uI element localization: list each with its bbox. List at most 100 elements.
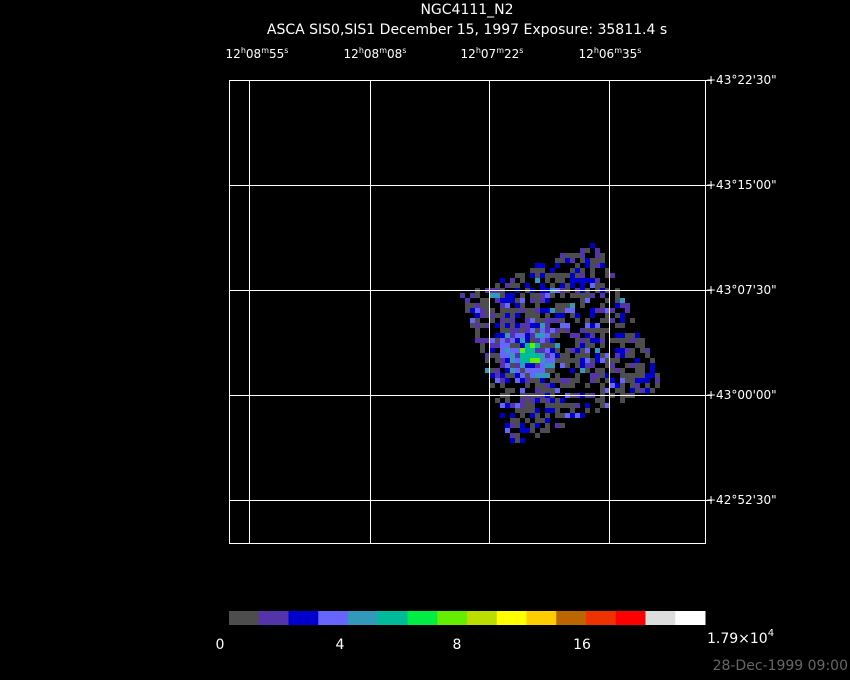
pixel <box>535 303 540 308</box>
pixel <box>595 353 600 358</box>
pixel <box>545 403 550 408</box>
pixel <box>490 343 495 348</box>
colorbar-segment <box>615 611 646 625</box>
pixel <box>525 428 530 433</box>
pixel <box>490 338 495 343</box>
pixel <box>505 428 510 433</box>
pixel <box>535 313 540 318</box>
pixel <box>510 413 515 418</box>
pixel <box>545 333 550 338</box>
pixel <box>495 378 500 383</box>
pixel <box>635 388 640 393</box>
pixel <box>525 318 530 323</box>
pixel <box>655 373 660 378</box>
pixel <box>540 263 545 268</box>
pixel <box>530 328 535 333</box>
pixel <box>490 313 495 318</box>
pixel <box>585 383 590 388</box>
pixel <box>520 408 525 413</box>
pixel <box>545 413 550 418</box>
pixel <box>535 338 540 343</box>
pixel <box>565 378 570 383</box>
pixel <box>490 308 495 313</box>
ra-unit: h <box>594 46 599 55</box>
pixel <box>555 358 560 363</box>
pixel <box>600 318 605 323</box>
pixel <box>540 388 545 393</box>
pixel <box>530 323 535 328</box>
pixel <box>505 353 510 358</box>
pixel <box>485 358 490 363</box>
pixel <box>545 383 550 388</box>
pixel <box>485 298 490 303</box>
pixel <box>530 338 535 343</box>
pixel <box>530 293 535 298</box>
pixel <box>550 338 555 343</box>
pixel <box>560 383 565 388</box>
pixel <box>520 373 525 378</box>
pixel <box>560 313 565 318</box>
pixel <box>590 358 595 363</box>
pixel <box>550 268 555 273</box>
pixel <box>595 278 600 283</box>
pixel <box>575 353 580 358</box>
pixel <box>560 253 565 258</box>
pixel <box>510 343 515 348</box>
pixel <box>465 308 470 313</box>
pixel <box>520 348 525 353</box>
pixel <box>515 338 520 343</box>
pixel <box>600 303 605 308</box>
pixel <box>470 293 475 298</box>
colorbar <box>229 611 706 625</box>
pixel <box>525 323 530 328</box>
pixel <box>540 328 545 333</box>
pixel <box>505 333 510 338</box>
pixel <box>500 378 505 383</box>
ra-number: 12 <box>226 47 241 61</box>
pixel <box>635 373 640 378</box>
pixel <box>550 343 555 348</box>
pixel <box>530 353 535 358</box>
pixel <box>475 313 480 318</box>
ra-unit: s <box>637 46 641 55</box>
pixel <box>615 368 620 373</box>
pixel <box>570 383 575 388</box>
pixel <box>545 358 550 363</box>
pixel <box>580 298 585 303</box>
pixel <box>535 268 540 273</box>
pixel <box>625 353 630 358</box>
pixel <box>525 313 530 318</box>
pixel <box>470 318 475 323</box>
pixel <box>560 423 565 428</box>
pixel <box>495 293 500 298</box>
pixel <box>620 333 625 338</box>
colorbar-segment <box>437 611 468 625</box>
pixel <box>605 268 610 273</box>
pixel <box>555 413 560 418</box>
pixel <box>615 323 620 328</box>
pixel <box>505 373 510 378</box>
pixel <box>495 333 500 338</box>
pixel <box>650 363 655 368</box>
pixel <box>520 278 525 283</box>
pixel <box>575 343 580 348</box>
pixel <box>555 303 560 308</box>
pixel <box>530 268 535 273</box>
pixel <box>535 353 540 358</box>
pixel <box>630 333 635 338</box>
pixel <box>570 253 575 258</box>
pixel <box>490 368 495 373</box>
pixel <box>560 363 565 368</box>
pixel <box>550 353 555 358</box>
pixel <box>515 378 520 383</box>
pixel <box>580 328 585 333</box>
dec-label: +43°15'00" <box>706 178 777 192</box>
pixel <box>550 328 555 333</box>
pixel <box>545 273 550 278</box>
pixel <box>560 328 565 333</box>
pixel <box>585 338 590 343</box>
pixel <box>630 363 635 368</box>
pixel <box>625 303 630 308</box>
pixel <box>550 333 555 338</box>
pixel <box>515 298 520 303</box>
